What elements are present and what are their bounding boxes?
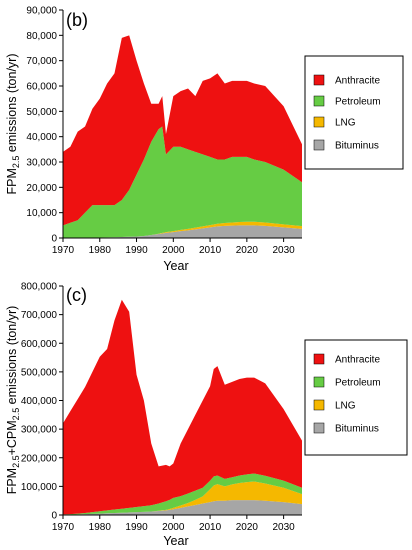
x-tick-label: 2000: [162, 245, 185, 256]
panel-label: (c): [66, 285, 87, 305]
legend-label-petroleum: Petroleum: [335, 97, 381, 108]
y-tick-label: 200,000: [21, 453, 58, 464]
legend: Anthracite Petroleum LNG Bituminus: [304, 339, 408, 456]
legend: Anthracite Petroleum LNG Bituminus: [304, 55, 404, 170]
y-tick-label: 500,000: [21, 367, 58, 378]
x-tick-label: 2020: [236, 522, 259, 533]
x-tick-label: 1990: [125, 522, 148, 533]
x-tick-label: 2020: [236, 245, 259, 256]
legend-label-anthracite: Anthracite: [335, 355, 380, 366]
legend-label-bituminus: Bituminus: [335, 424, 379, 435]
area-series-group: [63, 299, 302, 515]
x-tick-label: 1990: [125, 245, 148, 256]
x-tick-label: 2030: [272, 522, 295, 533]
y-tick-label: 50,000: [26, 107, 57, 118]
x-axis-title: Year: [163, 259, 188, 273]
x-tick-label: 1980: [89, 245, 112, 256]
x-tick-label: 1970: [52, 522, 75, 533]
area-bituminus: [63, 225, 302, 238]
y-tick-label: 400,000: [21, 396, 58, 407]
legend-swatch-bituminus: [313, 422, 325, 434]
chart-b: 0 10,000 20,000 30,000 40,000 50,000 60,000 70,…: [5, 6, 404, 273]
x-tick-label: 2010: [199, 245, 222, 256]
y-tick-label: 10,000: [26, 208, 57, 219]
x-tick-label: 1980: [89, 522, 112, 533]
area-series-group: [63, 35, 302, 238]
legend-box: [304, 55, 404, 170]
area-anthracite: [63, 299, 302, 515]
y-tick-label: 80,000: [26, 31, 57, 42]
legend-label-petroleum: Petroleum: [335, 378, 381, 389]
area-anthracite: [63, 35, 302, 226]
x-axis-title: Year: [163, 534, 188, 548]
y-tick-label: 800,000: [21, 282, 58, 293]
legend-label-lng: LNG: [335, 118, 356, 129]
legend-swatch-lng: [313, 399, 325, 411]
y-tick-label: 40,000: [26, 132, 57, 143]
x-tick-label: 2000: [162, 522, 185, 533]
y-tick-label: 600,000: [21, 339, 58, 350]
legend-swatch-anthracite: [313, 74, 325, 86]
area-bituminus: [63, 500, 302, 515]
y-tick-label: 100,000: [21, 482, 58, 493]
area-lng: [63, 221, 302, 238]
y-axis-title: FPM2.5+CPM2.5 emissions (ton/yr): [5, 306, 21, 495]
legend-swatch-petroleum: [313, 376, 325, 388]
panel-label: (b): [66, 10, 88, 30]
y-tick-label: 300,000: [21, 425, 58, 436]
area-petroleum: [63, 126, 302, 238]
y-tick-label: 0: [51, 511, 57, 522]
legend-swatch-bituminus: [313, 139, 325, 151]
y-tick-label: 60,000: [26, 82, 57, 93]
y-tick-label: 30,000: [26, 158, 57, 169]
legend-label-bituminus: Bituminus: [335, 141, 379, 152]
legend-swatch-lng: [313, 116, 325, 128]
chart-c: 0 100,000 200,000 300,000 400,000 500,000 600,…: [5, 282, 408, 548]
y-tick-label: 0: [51, 234, 57, 245]
area-lng: [63, 481, 302, 515]
legend-label-anthracite: Anthracite: [335, 76, 380, 87]
x-tick-label: 2010: [199, 522, 222, 533]
x-tick-label: 2030: [272, 245, 295, 256]
y-tick-label: 700,000: [21, 310, 58, 321]
y-axis-title: FPM2.5 emissions (ton/yr): [5, 53, 21, 194]
legend-label-lng: LNG: [335, 401, 356, 412]
legend-swatch-anthracite: [313, 353, 325, 365]
y-tick-label: 70,000: [26, 56, 57, 67]
x-tick-label: 1970: [52, 245, 75, 256]
y-tick-label: 90,000: [26, 6, 57, 17]
y-tick-label: 20,000: [26, 183, 57, 194]
legend-swatch-petroleum: [313, 95, 325, 107]
